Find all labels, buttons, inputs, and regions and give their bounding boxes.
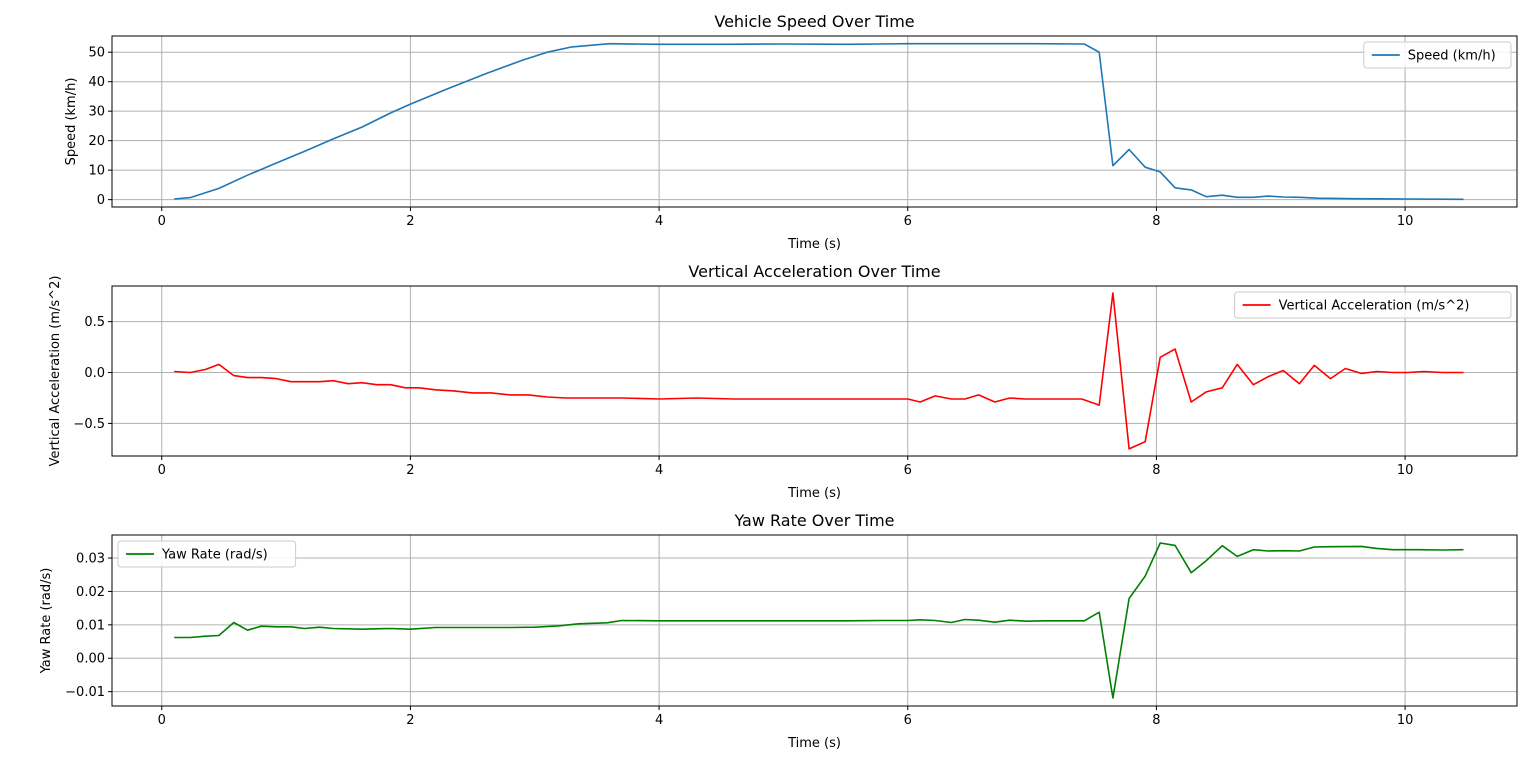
x-tick-label: 2: [406, 463, 414, 478]
plot-frame: [111, 35, 1518, 208]
x-tick-label: 4: [655, 463, 663, 478]
chart-panel-vehicle-speed-over-time: 0 2 4 6 8 10 0 10 20 30 40 50 Vehicle Speed Over Tim…: [64, 12, 1518, 252]
series-line-speed-km-h: [174, 42, 1464, 201]
legend: Vertical Acceleration (m/s^2): [1234, 291, 1512, 319]
x-axis-label: Time (s): [787, 736, 841, 751]
y-tick-label: 30: [88, 105, 105, 120]
legend-box: [117, 540, 297, 568]
y-tick-label: 40: [88, 75, 105, 90]
x-tick-label: 0: [158, 214, 166, 229]
y-tick-label: 10: [88, 164, 105, 179]
y-tick-label: −0.5: [73, 417, 105, 432]
x-tick-label: 6: [904, 463, 912, 478]
legend-label: Yaw Rate (rad/s): [161, 548, 268, 563]
x-tick-label: 0: [158, 713, 166, 728]
y-axis-label: Vertical Acceleration (m/s^2): [48, 276, 63, 467]
legend: Speed (km/h): [1363, 41, 1512, 69]
chart-panel-yaw-rate-over-time: 0 2 4 6 8 10 −0.01 0.00 0.01 0.02 0.03 Yaw Rate Ove…: [39, 511, 1518, 751]
x-tick-label: 8: [1152, 713, 1160, 728]
x-tick-label: 0: [158, 463, 166, 478]
chart-title: Vehicle Speed Over Time: [714, 12, 914, 31]
y-tick-label: 0.0: [84, 366, 105, 381]
y-tick-label: 50: [88, 46, 105, 61]
plot-frame: [111, 285, 1518, 457]
y-tick-label: 0.03: [76, 552, 105, 567]
x-tick-label: 2: [406, 713, 414, 728]
x-tick-label: 6: [904, 713, 912, 728]
series-line-vertical-acceleration-m-s-2: [174, 292, 1464, 450]
x-tick-label: 8: [1152, 214, 1160, 229]
y-tick-label: 0.02: [76, 585, 105, 600]
legend-label: Vertical Acceleration (m/s^2): [1279, 299, 1470, 314]
legend-label: Speed (km/h): [1408, 49, 1496, 64]
x-tick-label: 10: [1397, 713, 1414, 728]
x-tick-label: 2: [406, 214, 414, 229]
y-tick-label: 0.00: [76, 652, 105, 667]
y-tick-label: −0.01: [65, 685, 105, 700]
x-axis-label: Time (s): [787, 486, 841, 501]
series-line-yaw-rate-rad-s: [174, 542, 1464, 699]
y-tick-label: 0: [97, 193, 105, 208]
x-tick-label: 10: [1397, 214, 1414, 229]
y-tick-label: 20: [88, 134, 105, 149]
x-axis-label: Time (s): [787, 237, 841, 252]
y-tick-label: 0.01: [76, 618, 105, 633]
x-tick-label: 8: [1152, 463, 1160, 478]
chart-title: Vertical Acceleration Over Time: [688, 262, 940, 281]
x-tick-label: 4: [655, 713, 663, 728]
x-tick-label: 6: [904, 214, 912, 229]
y-axis-label: Speed (km/h): [64, 78, 79, 166]
legend-box: [1234, 291, 1512, 319]
chart-title: Yaw Rate Over Time: [733, 511, 894, 530]
x-tick-label: 10: [1397, 463, 1414, 478]
y-axis-label: Yaw Rate (rad/s): [39, 568, 54, 675]
chart-panel-vertical-acceleration-over-time: 0 2 4 6 8 10 −0.5 0.0 0.5 Vertical Acceleration O…: [48, 262, 1518, 501]
y-tick-label: 0.5: [84, 315, 105, 330]
plot-frame: [111, 534, 1518, 707]
x-tick-label: 4: [655, 214, 663, 229]
legend-box: [1363, 41, 1512, 69]
legend: Yaw Rate (rad/s): [117, 540, 297, 568]
